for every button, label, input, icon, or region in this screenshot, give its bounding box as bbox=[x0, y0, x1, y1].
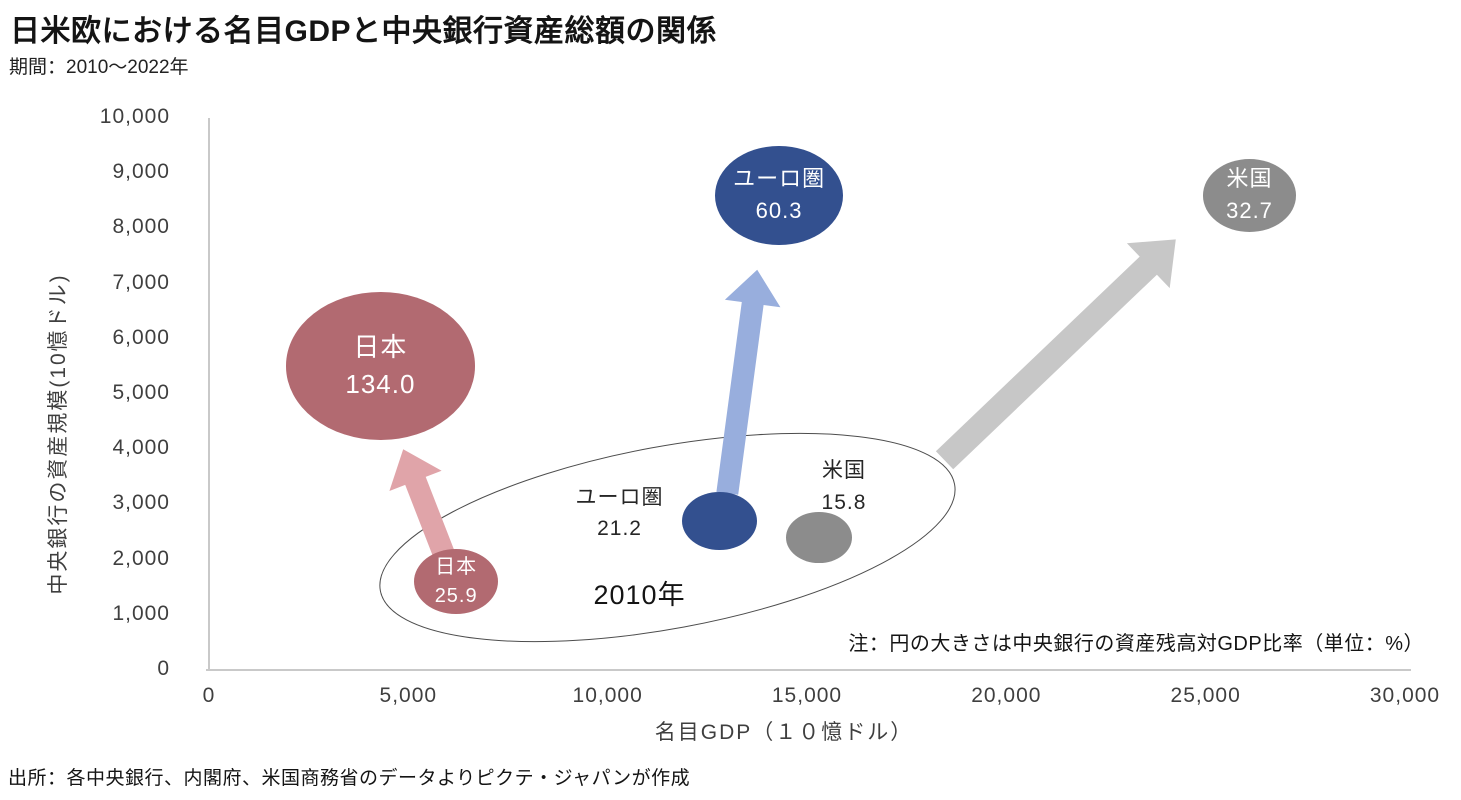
bubble-label-us-2010: 米国 15.8 bbox=[784, 455, 904, 518]
y-tick-label: 5,000 bbox=[112, 381, 170, 404]
bubble-japan-2010: 日本 25.9 bbox=[414, 549, 498, 615]
bubble-name: ユーロ圏 bbox=[733, 166, 826, 192]
bubble-us-2010 bbox=[786, 512, 852, 563]
bubble-name: 米国 bbox=[1226, 166, 1273, 192]
group-2010-label: 2010年 bbox=[593, 579, 686, 610]
y-tick-label: 1,000 bbox=[112, 601, 170, 625]
y-tick-label: 8,000 bbox=[112, 215, 170, 239]
group-2010-ellipse bbox=[379, 432, 956, 643]
bubble-name: 日本 bbox=[353, 331, 408, 362]
y-tick-label: 6,000 bbox=[112, 325, 170, 349]
x-tick-label: 10,000 bbox=[572, 684, 643, 707]
x-tick-label: 20,000 bbox=[971, 684, 1042, 707]
bubble-us-2022: 米国 32.7 bbox=[1202, 158, 1297, 232]
x-axis-title: 名目GDP（１０憶ドル） bbox=[654, 721, 914, 744]
x-tick-label: 30,000 bbox=[1369, 684, 1441, 707]
y-tick-label: 4,000 bbox=[112, 436, 170, 460]
bubble-name: 日本 bbox=[435, 555, 478, 578]
bubble-ratio: 21.2 bbox=[597, 517, 642, 541]
bubble-japan-2022: 日本 134.0 bbox=[285, 292, 476, 441]
y-axis-line bbox=[208, 118, 210, 671]
bubble-name: ユーロ圏 bbox=[575, 485, 664, 509]
y-tick-label: 10,000 bbox=[99, 105, 170, 128]
y-tick-label: 0 bbox=[157, 657, 170, 680]
trend-arrow-us bbox=[935, 239, 1176, 470]
y-tick-label: 9,000 bbox=[112, 160, 170, 184]
bubble-ratio: 32.7 bbox=[1226, 198, 1273, 224]
bubble-name: 米国 bbox=[821, 459, 866, 483]
bubble-euro-2022: ユーロ圏 60.3 bbox=[715, 145, 843, 245]
x-tick-label: 15,000 bbox=[771, 684, 843, 707]
bubble-ratio: 134.0 bbox=[345, 369, 416, 400]
bubble-ratio: 15.8 bbox=[821, 490, 867, 514]
y-tick-label: 3,000 bbox=[112, 491, 170, 515]
y-tick-label: 2,000 bbox=[112, 546, 170, 570]
x-tick-label: 5,000 bbox=[379, 684, 438, 707]
y-tick-label: 7,000 bbox=[112, 270, 170, 294]
bubble-size-note: 注：円の大きさは中央銀行の資産残高対GDP比率（単位：%） bbox=[848, 633, 1424, 655]
trend-arrow-euro bbox=[716, 269, 781, 495]
x-axis-line bbox=[206, 669, 1411, 671]
bubble-label-euro-2010: ユーロ圏 21.2 bbox=[570, 482, 670, 545]
period-subtitle: 期間：2010～2022年 bbox=[9, 57, 189, 78]
bubble-ratio: 25.9 bbox=[434, 584, 478, 607]
source-note: 出所：各中央銀行、内閣府、米国商務省のデータよりピクテ・ジャパンが作成 bbox=[8, 768, 691, 789]
bubble-ratio: 60.3 bbox=[755, 198, 803, 224]
x-tick-label: 25,000 bbox=[1170, 684, 1241, 707]
page-title: 日米欧における名目GDPと中央銀行資産総額の関係 bbox=[10, 15, 718, 48]
x-tick-label: 0 bbox=[202, 684, 216, 707]
trend-arrow-japan bbox=[389, 449, 459, 570]
bubble-euro-2010 bbox=[681, 491, 758, 551]
